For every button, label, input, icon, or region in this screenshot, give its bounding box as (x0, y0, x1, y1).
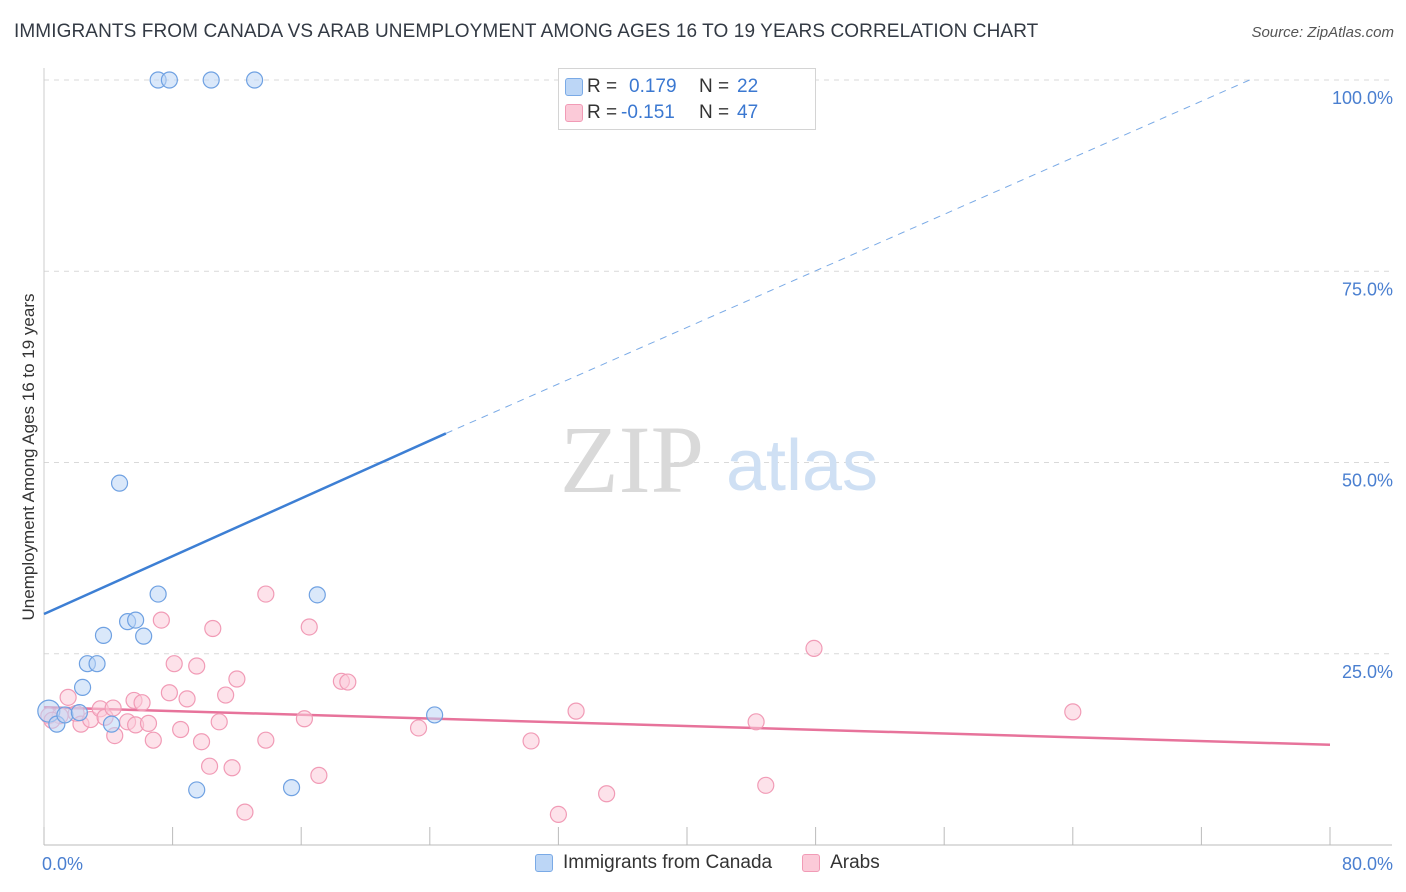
point-arabs (257, 585, 275, 603)
point-arabs (210, 713, 228, 731)
point-canada (149, 585, 167, 603)
y-tick-labels: 100.0% 75.0% 50.0% 25.0% (1332, 88, 1393, 682)
x-tick-label: 0.0% (42, 854, 83, 874)
legend-item-canada[interactable]: Immigrants from Canada (535, 852, 772, 874)
point-canada (102, 715, 121, 733)
point-arabs (217, 686, 235, 704)
r-label: R = (587, 76, 618, 97)
point-arabs (228, 670, 246, 688)
correlation-row-pink: R = -0.151 N = 47 (565, 101, 759, 125)
point-arabs (200, 757, 219, 775)
point-arabs (1064, 703, 1082, 721)
point-arabs (409, 719, 428, 737)
point-arabs (549, 805, 568, 824)
y-tick-label: 25.0% (1342, 662, 1393, 682)
pink-swatch (565, 104, 583, 122)
point-canada (88, 655, 106, 673)
point-arabs (295, 710, 314, 728)
y-axis-label: Unemployment Among Ages 16 to 19 years (19, 293, 38, 621)
point-arabs (165, 655, 183, 673)
point-canada (127, 611, 145, 629)
trend-line-canada (43, 432, 447, 616)
point-canada (56, 706, 74, 724)
point-arabs (133, 694, 151, 712)
legend-label-canada: Immigrants from Canada (563, 852, 773, 873)
point-canada (282, 779, 301, 797)
r-value-blue: 0.179 (629, 76, 677, 97)
point-canada (110, 474, 129, 492)
point-canada (308, 586, 326, 604)
blue-swatch (565, 78, 583, 96)
point-arabs (598, 785, 616, 803)
point-arabs (152, 611, 170, 629)
point-arabs (178, 690, 196, 708)
point-arabs (805, 639, 823, 657)
y-tick-label: 100.0% (1332, 88, 1393, 108)
point-arabs (204, 619, 222, 638)
n-value-blue: 22 (737, 76, 759, 97)
data-points (37, 71, 1082, 824)
point-canada (188, 781, 206, 799)
point-arabs (339, 673, 357, 691)
source-label: Source: ZipAtlas.com (1251, 24, 1394, 41)
y-tick-label: 75.0% (1342, 279, 1393, 299)
point-arabs (160, 684, 178, 702)
legend-label-arabs: Arabs (830, 852, 880, 873)
point-arabs (257, 731, 275, 749)
n-value-pink: 47 (737, 102, 759, 123)
axes (43, 68, 1392, 846)
r-label: R = (587, 102, 618, 123)
point-arabs (567, 702, 585, 720)
watermark-zip: ZIP (560, 406, 704, 513)
r-value-pink: -0.151 (621, 102, 675, 123)
point-canada (426, 706, 444, 724)
correlation-legend: R = 0.179 N = 22 R = -0.151 N = 47 (558, 68, 816, 130)
legend-item-arabs[interactable]: Arabs (802, 852, 880, 874)
legend-swatch-blue (535, 854, 553, 872)
trend-lines (43, 79, 1331, 747)
trend-line-arabs (43, 706, 1331, 747)
chart-title: IMMIGRANTS FROM CANADA VS ARAB UNEMPLOYM… (14, 21, 1039, 42)
point-canada (245, 71, 264, 89)
point-arabs (144, 731, 162, 749)
series-legend: Immigrants from Canada Arabs (535, 852, 910, 874)
point-arabs (172, 720, 190, 739)
point-arabs (747, 713, 765, 731)
trend-line-canada-extension (445, 79, 1250, 434)
x-tick-labels: 0.0% 80.0% (42, 854, 1393, 874)
point-arabs (310, 766, 328, 784)
grid-lines (44, 79, 1392, 655)
n-label: N = (699, 102, 730, 123)
point-arabs (188, 657, 206, 675)
point-canada (135, 627, 153, 645)
n-label: N = (699, 76, 730, 97)
y-tick-label: 50.0% (1342, 471, 1393, 491)
point-arabs (223, 759, 241, 777)
point-arabs (139, 714, 158, 732)
point-arabs (300, 618, 318, 636)
point-arabs (192, 733, 211, 751)
point-canada (202, 71, 220, 89)
point-canada (94, 626, 113, 644)
point-arabs (757, 776, 775, 794)
point-arabs (522, 732, 540, 750)
legend-swatch-pink (802, 854, 821, 872)
x-tick-label: 80.0% (1342, 854, 1393, 874)
watermark-atlas: atlas (726, 426, 878, 506)
point-canada (70, 704, 88, 722)
point-arabs (104, 699, 122, 717)
point-arabs (236, 803, 254, 821)
point-canada (73, 678, 92, 697)
point-arabs (59, 688, 77, 706)
correlation-row-blue: R = 0.179 N = 22 (565, 75, 759, 99)
point-canada (160, 71, 178, 89)
